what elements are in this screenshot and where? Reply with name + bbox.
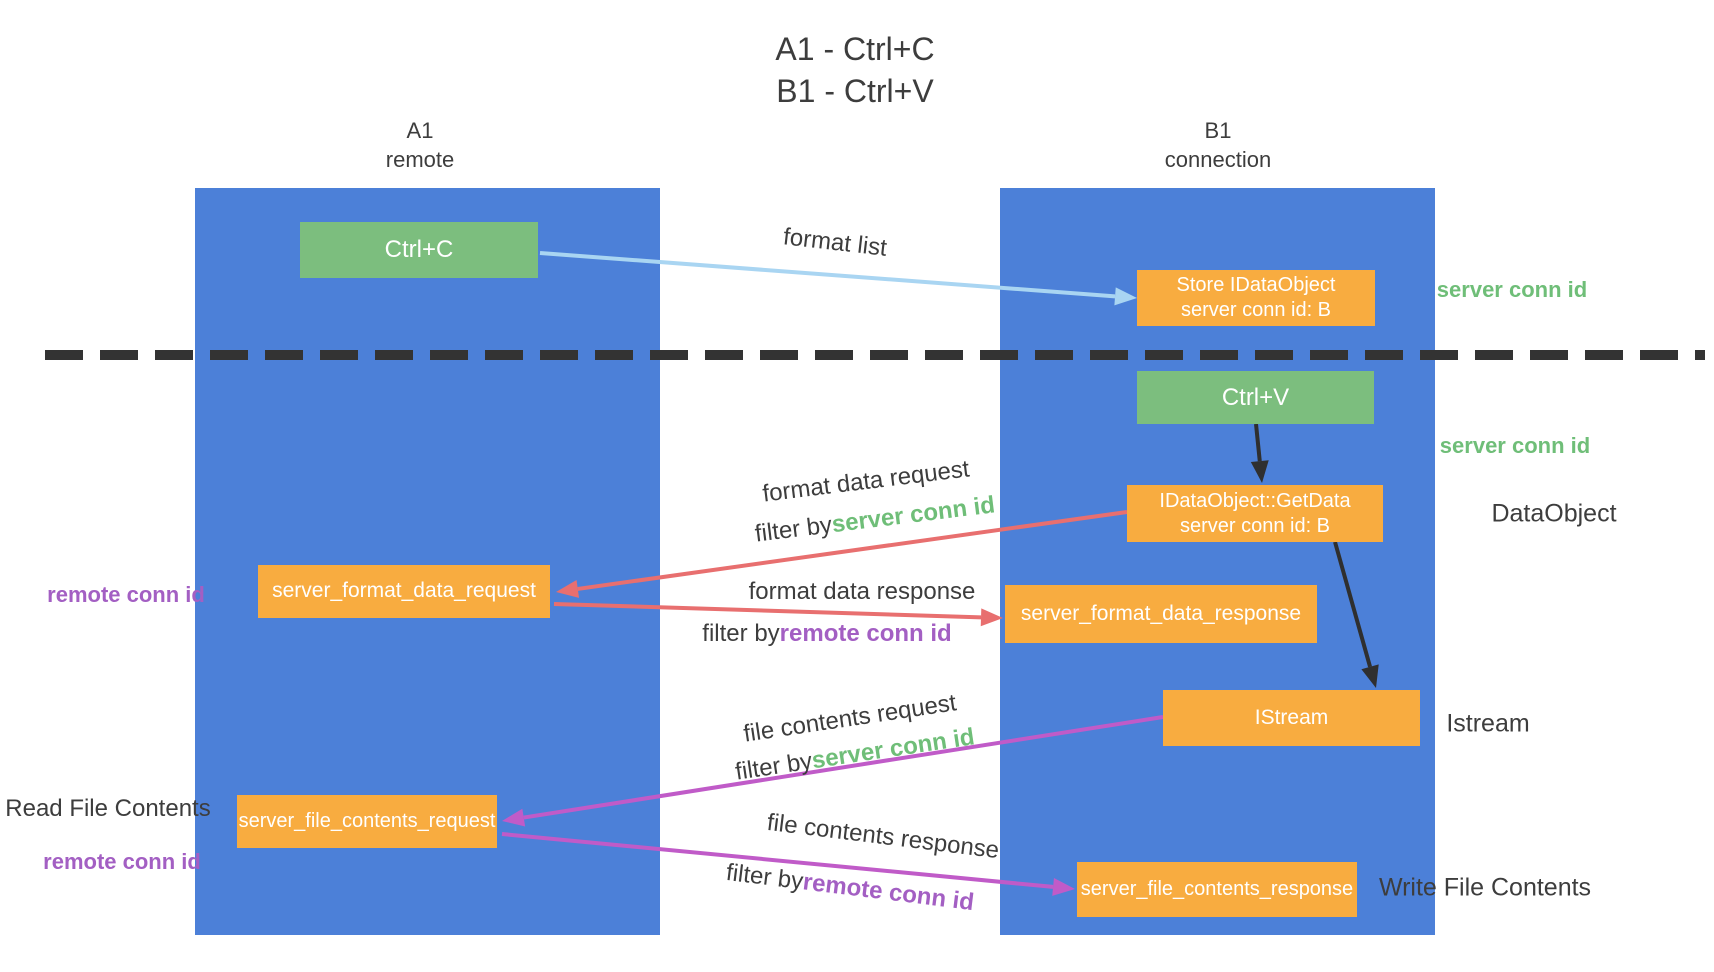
dataobject-side-label: DataObject — [1491, 499, 1617, 528]
filter-by-text: filter by — [702, 620, 780, 647]
ctrl-v-box: Ctrl+V — [1137, 371, 1374, 424]
ctrl-c-box: Ctrl+C — [300, 222, 538, 278]
idataobject-getdata-line-2: server conn id: B — [1179, 514, 1331, 537]
getdata-to-istream-arrow-head — [1361, 664, 1379, 688]
remote-conn-id-text: remote conn id — [779, 620, 952, 647]
ctrl-c-label: Ctrl+C — [384, 236, 454, 263]
ctrlv-to-getdata-arrow-head — [1250, 460, 1269, 483]
lane-a1-role: remote — [385, 147, 455, 172]
server-format-data-request-label: server_format_data_request — [272, 579, 536, 603]
file-request-to-response-arrow — [501, 832, 1054, 889]
server-file-contents-request-label: server_file_contents_request — [238, 810, 496, 832]
format-list-arrow — [539, 251, 1116, 299]
store-idataobject-line-1: Store IDataObject — [1176, 274, 1336, 296]
lane-a1-name: A1 — [406, 118, 434, 143]
title-line-2: B1 - Ctrl+V — [776, 73, 934, 109]
remote-conn-id-side-label-file: remote conn id — [43, 849, 201, 874]
lane-header-a1: A1 remote — [386, 116, 454, 174]
idataobject-getdata-line-1: IDataObject::GetData — [1159, 489, 1351, 512]
lane-b1-role: connection — [1164, 147, 1272, 172]
getdata-to-format-request-arrow — [577, 510, 1128, 591]
format-list-arrow-head — [1114, 287, 1137, 306]
store-idataobject-box: Store IDataObject server conn id: B — [1137, 270, 1375, 326]
server-conn-id-side-label-store: server conn id — [1436, 277, 1588, 302]
filter-by-remote-conn-id-label-1: filter byremote conn id — [702, 620, 951, 648]
server-file-contents-request-box: server_file_contents_request — [237, 795, 497, 848]
title-line-1: A1 - Ctrl+C — [775, 31, 935, 67]
getdata-to-istream-arrow — [1333, 541, 1372, 668]
lane-header-b1: B1 connection — [1165, 116, 1271, 174]
istream-to-file-request-arrow — [523, 715, 1164, 820]
server-format-data-response-box: server_format_data_response — [1005, 585, 1317, 643]
format-data-response-label: format data response — [748, 578, 976, 605]
istream-to-file-request-arrow-head — [502, 808, 526, 827]
istream-box: IStream — [1163, 690, 1420, 746]
diagram-title: A1 - Ctrl+C B1 - Ctrl+V — [775, 28, 934, 112]
server-file-contents-response-box: server_file_contents_response — [1077, 862, 1357, 917]
read-file-contents-side-label: Read File Contents — [5, 795, 211, 822]
istream-box-label: IStream — [1254, 705, 1329, 729]
lane-b1-name: B1 — [1204, 118, 1232, 143]
server-file-contents-response-label: server_file_contents_response — [1080, 878, 1354, 900]
ctrl-v-label: Ctrl+V — [1221, 383, 1290, 411]
write-file-contents-side-label: Write File Contents — [1378, 873, 1592, 902]
file-request-to-response-arrow-head — [1052, 877, 1075, 896]
getdata-to-format-request-arrow-head — [556, 580, 580, 598]
server-format-data-request-box: server_format_data_request — [258, 565, 550, 618]
idataobject-getdata-box: IDataObject::GetData server conn id: B — [1127, 485, 1383, 542]
store-idataobject-line-2: server conn id: B — [1180, 299, 1332, 321]
format-request-to-response-arrow — [553, 602, 982, 620]
server-format-data-response-label: server_format_data_response — [1020, 601, 1302, 625]
istream-side-label: Istream — [1446, 709, 1530, 738]
server-conn-id-side-label-dataobject: server conn id — [1439, 433, 1591, 458]
remote-conn-id-side-label-format: remote conn id — [47, 582, 205, 607]
ctrlv-to-getdata-arrow — [1254, 423, 1262, 462]
format-request-to-response-arrow-head — [980, 608, 1003, 627]
